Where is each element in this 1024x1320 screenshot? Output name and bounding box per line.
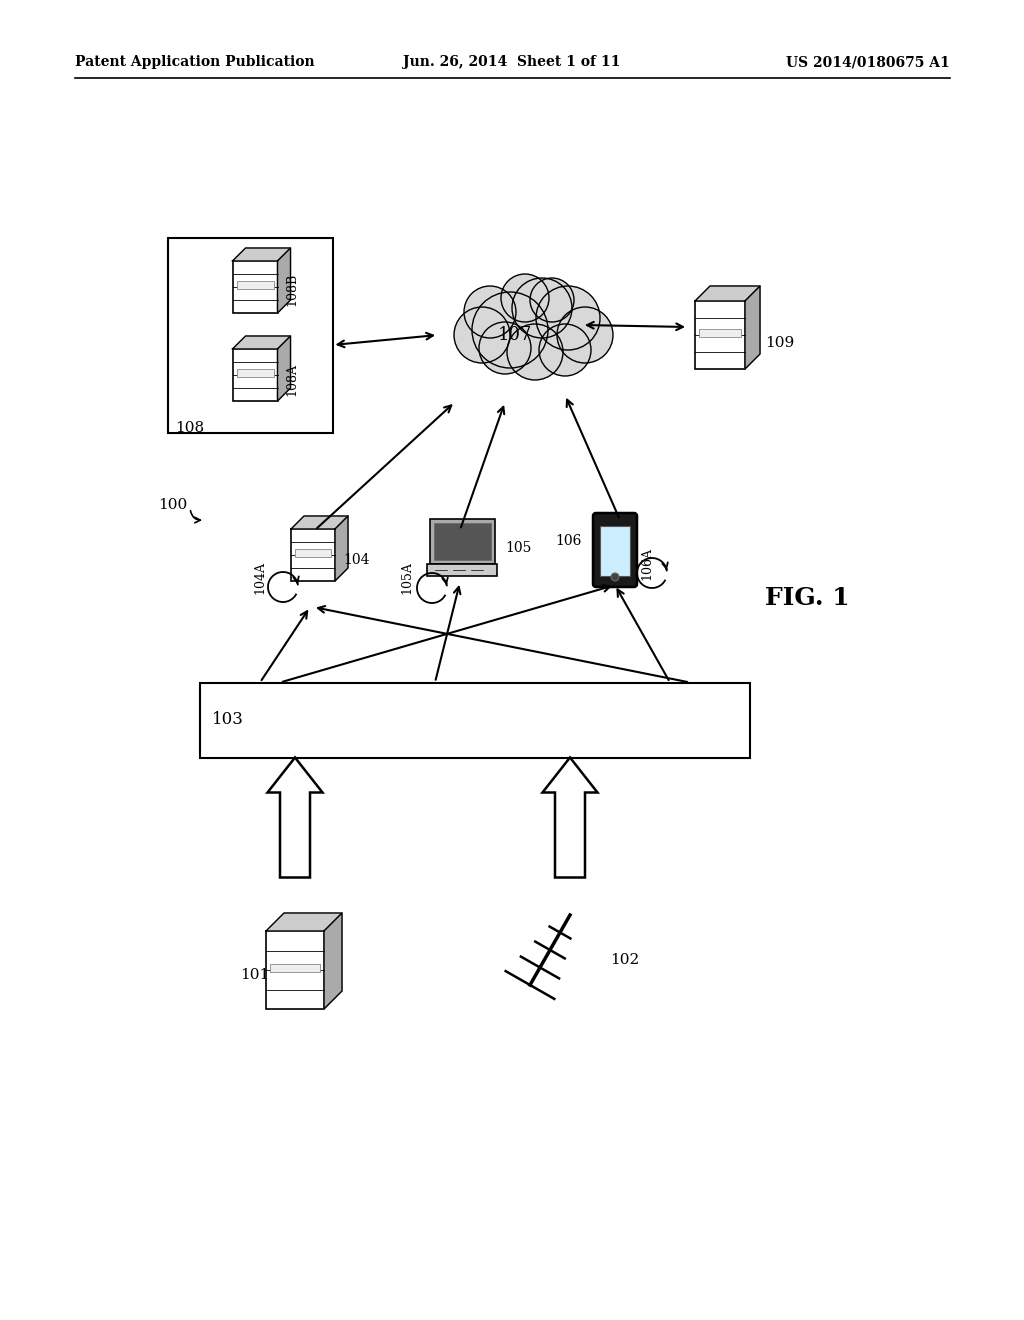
Circle shape xyxy=(512,279,572,338)
Polygon shape xyxy=(267,758,323,878)
Text: Jun. 26, 2014  Sheet 1 of 11: Jun. 26, 2014 Sheet 1 of 11 xyxy=(403,55,621,69)
Text: 106: 106 xyxy=(555,535,582,548)
FancyBboxPatch shape xyxy=(266,931,324,1008)
FancyBboxPatch shape xyxy=(429,519,495,564)
Text: 101: 101 xyxy=(240,968,269,982)
Text: 103: 103 xyxy=(212,711,244,729)
Text: 108B: 108B xyxy=(285,273,298,306)
Circle shape xyxy=(530,279,574,322)
Polygon shape xyxy=(278,337,291,401)
FancyBboxPatch shape xyxy=(699,329,741,337)
Circle shape xyxy=(454,308,510,363)
Polygon shape xyxy=(232,248,291,261)
Text: 108A: 108A xyxy=(285,363,298,396)
FancyBboxPatch shape xyxy=(232,348,278,401)
Text: 109: 109 xyxy=(765,337,795,350)
Circle shape xyxy=(501,275,549,322)
Polygon shape xyxy=(324,913,342,1008)
FancyBboxPatch shape xyxy=(232,261,278,313)
Circle shape xyxy=(539,323,591,376)
Text: 107: 107 xyxy=(498,326,532,345)
Text: 104: 104 xyxy=(343,553,370,568)
FancyBboxPatch shape xyxy=(200,682,750,758)
Text: 100: 100 xyxy=(158,498,187,512)
Text: FIG. 1: FIG. 1 xyxy=(765,586,850,610)
Text: 102: 102 xyxy=(610,953,639,968)
Circle shape xyxy=(507,323,563,380)
Text: Patent Application Publication: Patent Application Publication xyxy=(75,55,314,69)
FancyBboxPatch shape xyxy=(695,301,745,370)
Polygon shape xyxy=(543,758,597,878)
Circle shape xyxy=(557,308,613,363)
FancyBboxPatch shape xyxy=(600,525,630,576)
FancyBboxPatch shape xyxy=(291,529,335,581)
Circle shape xyxy=(611,573,618,581)
Circle shape xyxy=(472,292,548,368)
Polygon shape xyxy=(232,337,291,348)
FancyBboxPatch shape xyxy=(237,370,273,378)
Circle shape xyxy=(464,286,516,338)
Text: 105A: 105A xyxy=(400,561,413,594)
Polygon shape xyxy=(266,913,342,931)
Text: 106A: 106A xyxy=(640,546,653,579)
Circle shape xyxy=(479,322,531,374)
Polygon shape xyxy=(745,286,760,370)
FancyBboxPatch shape xyxy=(433,523,490,560)
FancyBboxPatch shape xyxy=(295,549,331,557)
Polygon shape xyxy=(291,516,348,529)
Polygon shape xyxy=(278,248,291,313)
Text: 108: 108 xyxy=(175,421,205,434)
FancyBboxPatch shape xyxy=(237,281,273,289)
Text: 105: 105 xyxy=(505,541,531,554)
Text: 104A: 104A xyxy=(253,561,266,594)
Text: US 2014/0180675 A1: US 2014/0180675 A1 xyxy=(786,55,950,69)
Polygon shape xyxy=(695,286,760,301)
FancyBboxPatch shape xyxy=(168,238,333,433)
FancyBboxPatch shape xyxy=(270,964,319,972)
FancyBboxPatch shape xyxy=(593,513,637,587)
Polygon shape xyxy=(335,516,348,581)
Circle shape xyxy=(536,286,600,350)
FancyBboxPatch shape xyxy=(427,564,497,576)
